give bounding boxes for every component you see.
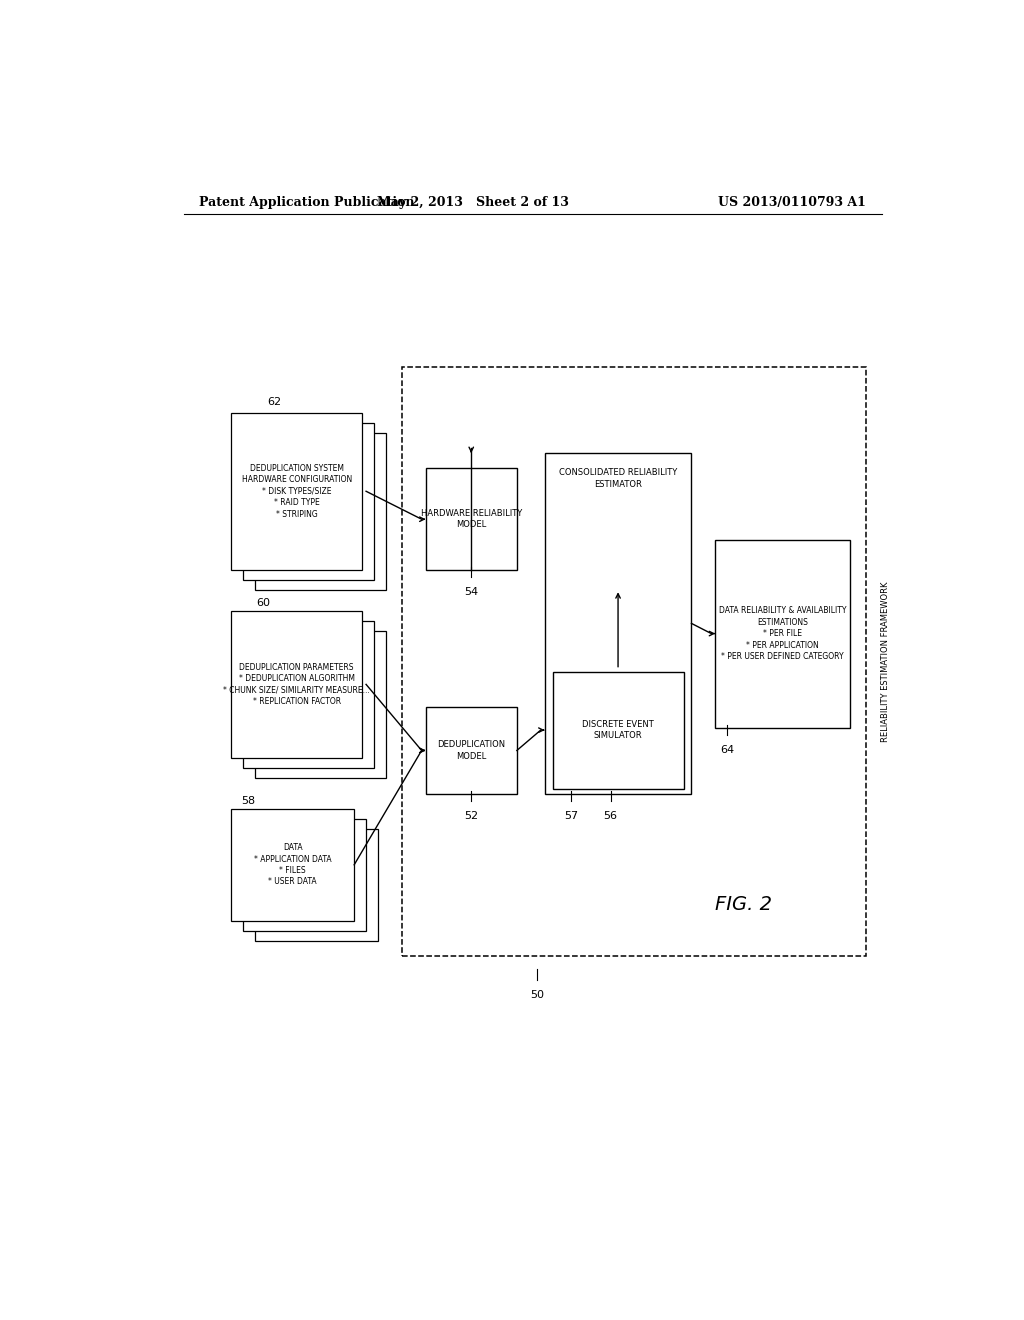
Text: 58: 58 xyxy=(242,796,256,805)
Text: DEDUPLICATION PARAMETERS
* DEDUPLICATION ALGORITHM
* CHUNK SIZE/ SIMILARITY MEAS: DEDUPLICATION PARAMETERS * DEDUPLICATION… xyxy=(223,663,370,706)
Bar xyxy=(715,540,850,727)
Text: 64: 64 xyxy=(720,744,734,755)
Text: 52: 52 xyxy=(464,810,478,821)
Bar xyxy=(426,469,517,570)
Text: US 2013/0110793 A1: US 2013/0110793 A1 xyxy=(718,195,866,209)
Text: DISCRETE EVENT
SIMULATOR: DISCRETE EVENT SIMULATOR xyxy=(583,719,654,741)
Text: 62: 62 xyxy=(267,397,281,408)
Text: CONSOLIDATED RELIABILITY
ESTIMATOR: CONSOLIDATED RELIABILITY ESTIMATOR xyxy=(559,469,677,488)
Text: DATA RELIABILITY & AVAILABILITY
ESTIMATIONS
* PER FILE
* PER APPLICATION
* PER U: DATA RELIABILITY & AVAILABILITY ESTIMATI… xyxy=(719,606,847,661)
Bar xyxy=(401,367,866,956)
Text: May 2, 2013   Sheet 2 of 13: May 2, 2013 Sheet 2 of 13 xyxy=(377,195,569,209)
Text: 60: 60 xyxy=(257,598,270,607)
Bar xyxy=(426,708,517,793)
Bar xyxy=(255,631,386,779)
Bar xyxy=(243,818,367,931)
Text: DEDUPLICATION
MODEL: DEDUPLICATION MODEL xyxy=(437,741,505,760)
Text: 56: 56 xyxy=(603,810,617,821)
Bar xyxy=(243,422,374,581)
Text: DEDUPLICATION SYSTEM
HARDWARE CONFIGURATION
* DISK TYPES/SIZE
* RAID TYPE
* STRI: DEDUPLICATION SYSTEM HARDWARE CONFIGURAT… xyxy=(242,463,352,519)
Text: DATA
* APPLICATION DATA
* FILES
* USER DATA: DATA * APPLICATION DATA * FILES * USER D… xyxy=(254,843,332,887)
Text: RELIABILITY ESTIMATION FRAMEWORK: RELIABILITY ESTIMATION FRAMEWORK xyxy=(882,581,891,742)
Bar xyxy=(255,829,378,941)
Text: 50: 50 xyxy=(529,990,544,999)
Bar xyxy=(553,672,684,788)
Bar xyxy=(545,453,691,793)
Text: Patent Application Publication: Patent Application Publication xyxy=(200,195,415,209)
Bar xyxy=(243,620,374,768)
Text: HARDWARE RELIABILITY
MODEL: HARDWARE RELIABILITY MODEL xyxy=(421,510,522,529)
Bar xyxy=(255,433,386,590)
Text: 57: 57 xyxy=(564,810,578,821)
Text: FIG. 2: FIG. 2 xyxy=(715,895,771,915)
Bar xyxy=(231,611,362,758)
Bar xyxy=(231,413,362,570)
Bar xyxy=(231,809,354,921)
Text: 54: 54 xyxy=(464,587,478,598)
